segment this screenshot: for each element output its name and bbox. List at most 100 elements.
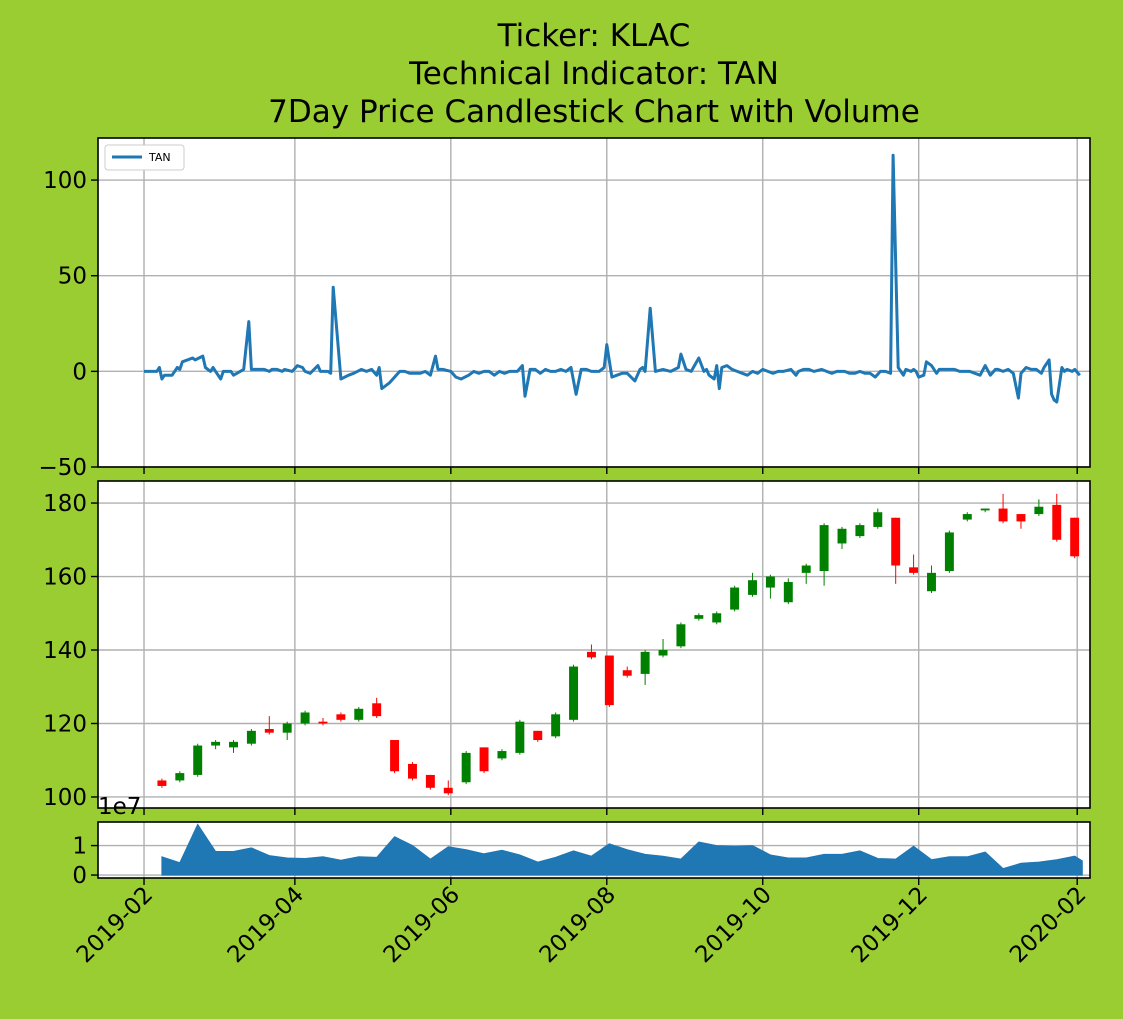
- candle: [855, 523, 865, 538]
- candle-body: [390, 740, 400, 772]
- candle-body: [586, 651, 596, 658]
- figure-title: Ticker: KLAC Technical Indicator: TAN 7D…: [268, 18, 920, 130]
- y-tick-label: 100: [43, 785, 87, 811]
- price-grid: [98, 481, 1090, 808]
- candle: [694, 613, 704, 621]
- indicator-x-tick-marks: [143, 467, 1078, 474]
- candle: [515, 719, 525, 755]
- candle-body: [962, 514, 972, 520]
- candle: [318, 717, 328, 726]
- candle: [551, 712, 561, 739]
- candle: [211, 740, 221, 750]
- candle-body: [694, 615, 704, 619]
- candle-body: [318, 721, 328, 724]
- indicator-plot-area: [98, 138, 1090, 467]
- candle-body: [372, 703, 382, 717]
- candle: [730, 585, 740, 612]
- volume-frame: [97, 821, 1091, 879]
- candle: [390, 740, 400, 774]
- candle: [1016, 514, 1026, 529]
- y-tick-label: 100: [43, 168, 87, 194]
- series-line-tan: [144, 153, 1081, 404]
- candle-body: [927, 572, 936, 592]
- candle: [1034, 499, 1044, 516]
- candle: [569, 664, 579, 722]
- title-line-1: Ticker: KLAC: [497, 18, 691, 54]
- candle: [783, 578, 793, 605]
- price-frame: [97, 480, 1091, 809]
- indicator-series: [144, 153, 1081, 404]
- candle-body: [604, 655, 614, 706]
- candle-body: [855, 525, 865, 537]
- candle-body: [300, 712, 310, 724]
- indicator-frame: [97, 137, 1091, 468]
- candle: [658, 638, 668, 658]
- candle: [980, 508, 990, 513]
- candle-body: [1034, 506, 1044, 515]
- candle-body: [443, 787, 453, 794]
- y-tick-label: 140: [43, 638, 87, 664]
- candle: [443, 780, 453, 796]
- candle: [909, 554, 919, 575]
- volume-area: [161, 823, 1083, 876]
- candle-body: [479, 747, 489, 772]
- candle-body: [497, 751, 507, 759]
- candle: [282, 721, 292, 741]
- candle-body: [515, 721, 525, 753]
- candle-body: [246, 730, 256, 744]
- candle: [1052, 493, 1062, 542]
- candle-body: [1052, 504, 1062, 540]
- candle-body: [801, 565, 811, 573]
- candle: [372, 697, 382, 718]
- candle-body: [211, 741, 221, 746]
- candle-body: [282, 723, 292, 733]
- candle: [229, 740, 238, 753]
- y-tick-label: 50: [58, 264, 87, 290]
- candle: [640, 650, 650, 685]
- candle: [246, 729, 256, 746]
- indicator-panel: −50 0 50 100 TAN: [38, 137, 1091, 481]
- candle-body: [551, 714, 561, 737]
- y-tick-label: 160: [43, 565, 87, 591]
- candle: [264, 716, 274, 735]
- y-tick-label: 0: [72, 863, 87, 889]
- candle-body: [193, 745, 203, 775]
- candle: [712, 611, 722, 625]
- candle: [1070, 517, 1080, 559]
- candle: [944, 530, 954, 573]
- candle: [408, 762, 417, 781]
- candle-body: [175, 773, 185, 781]
- candle-body: [944, 532, 954, 572]
- price-candles: [157, 493, 1080, 796]
- candle-body: [712, 613, 722, 623]
- candle-body: [873, 512, 883, 527]
- candle-body: [730, 587, 740, 610]
- legend-box: [104, 144, 185, 171]
- candle: [175, 771, 185, 783]
- candle: [533, 730, 543, 742]
- candle-body: [998, 508, 1008, 522]
- candle-body: [658, 650, 668, 656]
- candle-body: [837, 528, 847, 544]
- candle-body: [891, 517, 901, 566]
- candle-body: [783, 582, 793, 603]
- candle-body: [1016, 514, 1026, 522]
- candle-body: [461, 752, 471, 783]
- candle: [336, 712, 346, 722]
- candle: [300, 710, 310, 726]
- candle-body: [157, 780, 167, 786]
- candle: [837, 526, 847, 549]
- candle: [962, 512, 972, 522]
- candle: [622, 666, 632, 678]
- candle-body: [425, 774, 435, 788]
- y-tick-label: −50: [38, 455, 87, 481]
- candle-body: [229, 741, 238, 748]
- y-tick-label: 0: [72, 359, 87, 385]
- candle: [497, 749, 507, 761]
- candle-body: [408, 763, 417, 779]
- candle: [586, 644, 596, 660]
- candle-body: [980, 508, 990, 511]
- price-plot-area: [98, 481, 1090, 808]
- candle: [604, 655, 614, 707]
- y-tick-label: 180: [43, 491, 87, 517]
